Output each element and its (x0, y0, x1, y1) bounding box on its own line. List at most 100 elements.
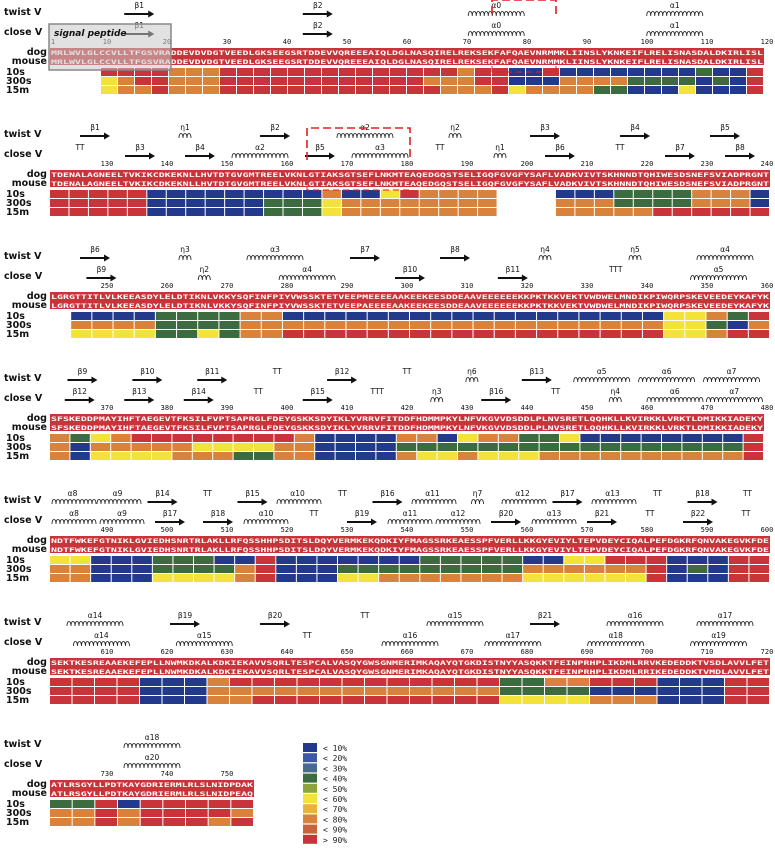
exchange-segment-300s (590, 687, 612, 695)
exchange-segment-15m (294, 452, 315, 460)
helix-mark (467, 31, 525, 37)
ss-element-label: β5 (720, 123, 730, 132)
ss-element-label: η5 (630, 245, 640, 254)
position-number: 480 (761, 404, 774, 412)
exchange-segment-10s (628, 68, 644, 76)
position-number: 620 (161, 648, 174, 656)
position-number: 430 (461, 404, 474, 412)
helix-mark (51, 519, 97, 525)
exchange-segment-10s (482, 556, 502, 564)
exchange-segment-15m (244, 208, 264, 216)
position-number: 560 (521, 526, 534, 534)
exchange-segment-15m (432, 696, 454, 704)
helix-mark (123, 743, 181, 749)
exchange-segment-10s (727, 312, 748, 320)
ss-element-label: β17 (560, 489, 575, 498)
timepoint-label-t300s: 300s (6, 442, 32, 453)
position-number: 460 (641, 404, 654, 412)
position-number: 510 (221, 526, 234, 534)
legend-label: < 60% (323, 795, 347, 804)
exchange-segment-15m (730, 86, 746, 94)
exchange-segment-10s (118, 800, 140, 808)
exchange-segment-10s (645, 68, 661, 76)
exchange-segment-10s (626, 556, 646, 564)
exchange-segment-300s (680, 687, 702, 695)
exchange-segment-15m (545, 696, 567, 704)
exchange-segment-10s (169, 68, 185, 76)
helix-mark (243, 519, 289, 525)
exchange-segment-10s (140, 800, 163, 808)
ss-element-label: α0 (491, 21, 501, 30)
exchange-segment-10s (432, 678, 454, 686)
exchange-segment-10s (437, 434, 457, 442)
exchange-segment-10s (177, 312, 198, 320)
exchange-segment-15m (498, 452, 519, 460)
position-number: 370 (101, 404, 114, 412)
exchange-segment-10s (111, 434, 131, 442)
exchange-segment-300s (88, 199, 108, 207)
exchange-segment-300s (664, 321, 685, 329)
exchange-segment-10s (237, 68, 253, 76)
exchange-segment-300s (220, 77, 236, 85)
exchange-segment-10s (214, 556, 235, 564)
exchange-segment-10s (641, 434, 661, 442)
exchange-segment-300s (543, 565, 564, 573)
ss-element-label: TTT (370, 387, 385, 396)
exchange-segment-300s (536, 199, 555, 207)
exchange-segment-15m (95, 818, 117, 826)
exchange-segment-15m (346, 330, 367, 338)
exchange-segment-300s (441, 77, 457, 85)
exchange-segment-10s (662, 68, 678, 76)
exchange-segment-300s (317, 565, 337, 573)
exchange-segment-15m (186, 86, 202, 94)
ss-element-label: β21 (595, 509, 610, 518)
exchange-segment-10s (747, 68, 763, 76)
exchange-segment-300s (276, 565, 296, 573)
ss-element-label: β14 (192, 387, 207, 396)
exchange-segment-300s (205, 199, 225, 207)
exchange-segment-300s (515, 321, 537, 329)
exchange-segment-300s (748, 321, 769, 329)
sequence-background (50, 48, 764, 65)
ss-element-label: β19 (355, 509, 370, 518)
exchange-segment-15m (439, 208, 458, 216)
ss-element-label: β2 (270, 123, 280, 132)
exchange-segment-15m (396, 452, 417, 460)
exchange-segment-15m (749, 574, 769, 582)
exchange-segment-10s (600, 312, 621, 320)
ss-element-label: TT (202, 489, 212, 498)
exchange-segment-300s (147, 199, 166, 207)
exchange-segment-15m (685, 330, 706, 338)
ss-element-label: α4 (720, 245, 730, 254)
exchange-segment-15m (482, 574, 502, 582)
exchange-segment-15m (682, 452, 702, 460)
exchange-segment-300s (657, 687, 679, 695)
exchange-segment-10s (365, 678, 387, 686)
strand-mark (350, 254, 380, 262)
exchange-segment-300s (692, 199, 711, 207)
exchange-segment-15m (519, 452, 539, 460)
exchange-segment-10s (420, 556, 440, 564)
exchange-segment-15m (264, 208, 283, 216)
exchange-segment-10s (523, 556, 543, 564)
exchange-segment-15m (679, 86, 695, 94)
strand-mark (710, 132, 740, 140)
species-label-dog: dog (27, 169, 47, 180)
ss-element-label: β10 (140, 367, 155, 376)
ss-element-label: α10 (259, 509, 274, 518)
ss-element-label: β22 (691, 509, 706, 518)
exchange-segment-300s (611, 77, 627, 85)
exchange-segment-10s (117, 678, 139, 686)
exchange-segment-300s (564, 565, 584, 573)
ss-element-label: β5 (315, 143, 325, 152)
exchange-segment-300s (537, 321, 558, 329)
exchange-segment-10s (458, 190, 478, 198)
ss-element-label: β7 (675, 143, 685, 152)
exchange-segment-10s (346, 312, 367, 320)
exchange-segment-15m (72, 696, 94, 704)
row-label-twist: twist V (4, 251, 42, 262)
exchange-segment-10s (288, 68, 304, 76)
position-number: 30 (223, 38, 231, 46)
exchange-segment-10s (135, 68, 151, 76)
